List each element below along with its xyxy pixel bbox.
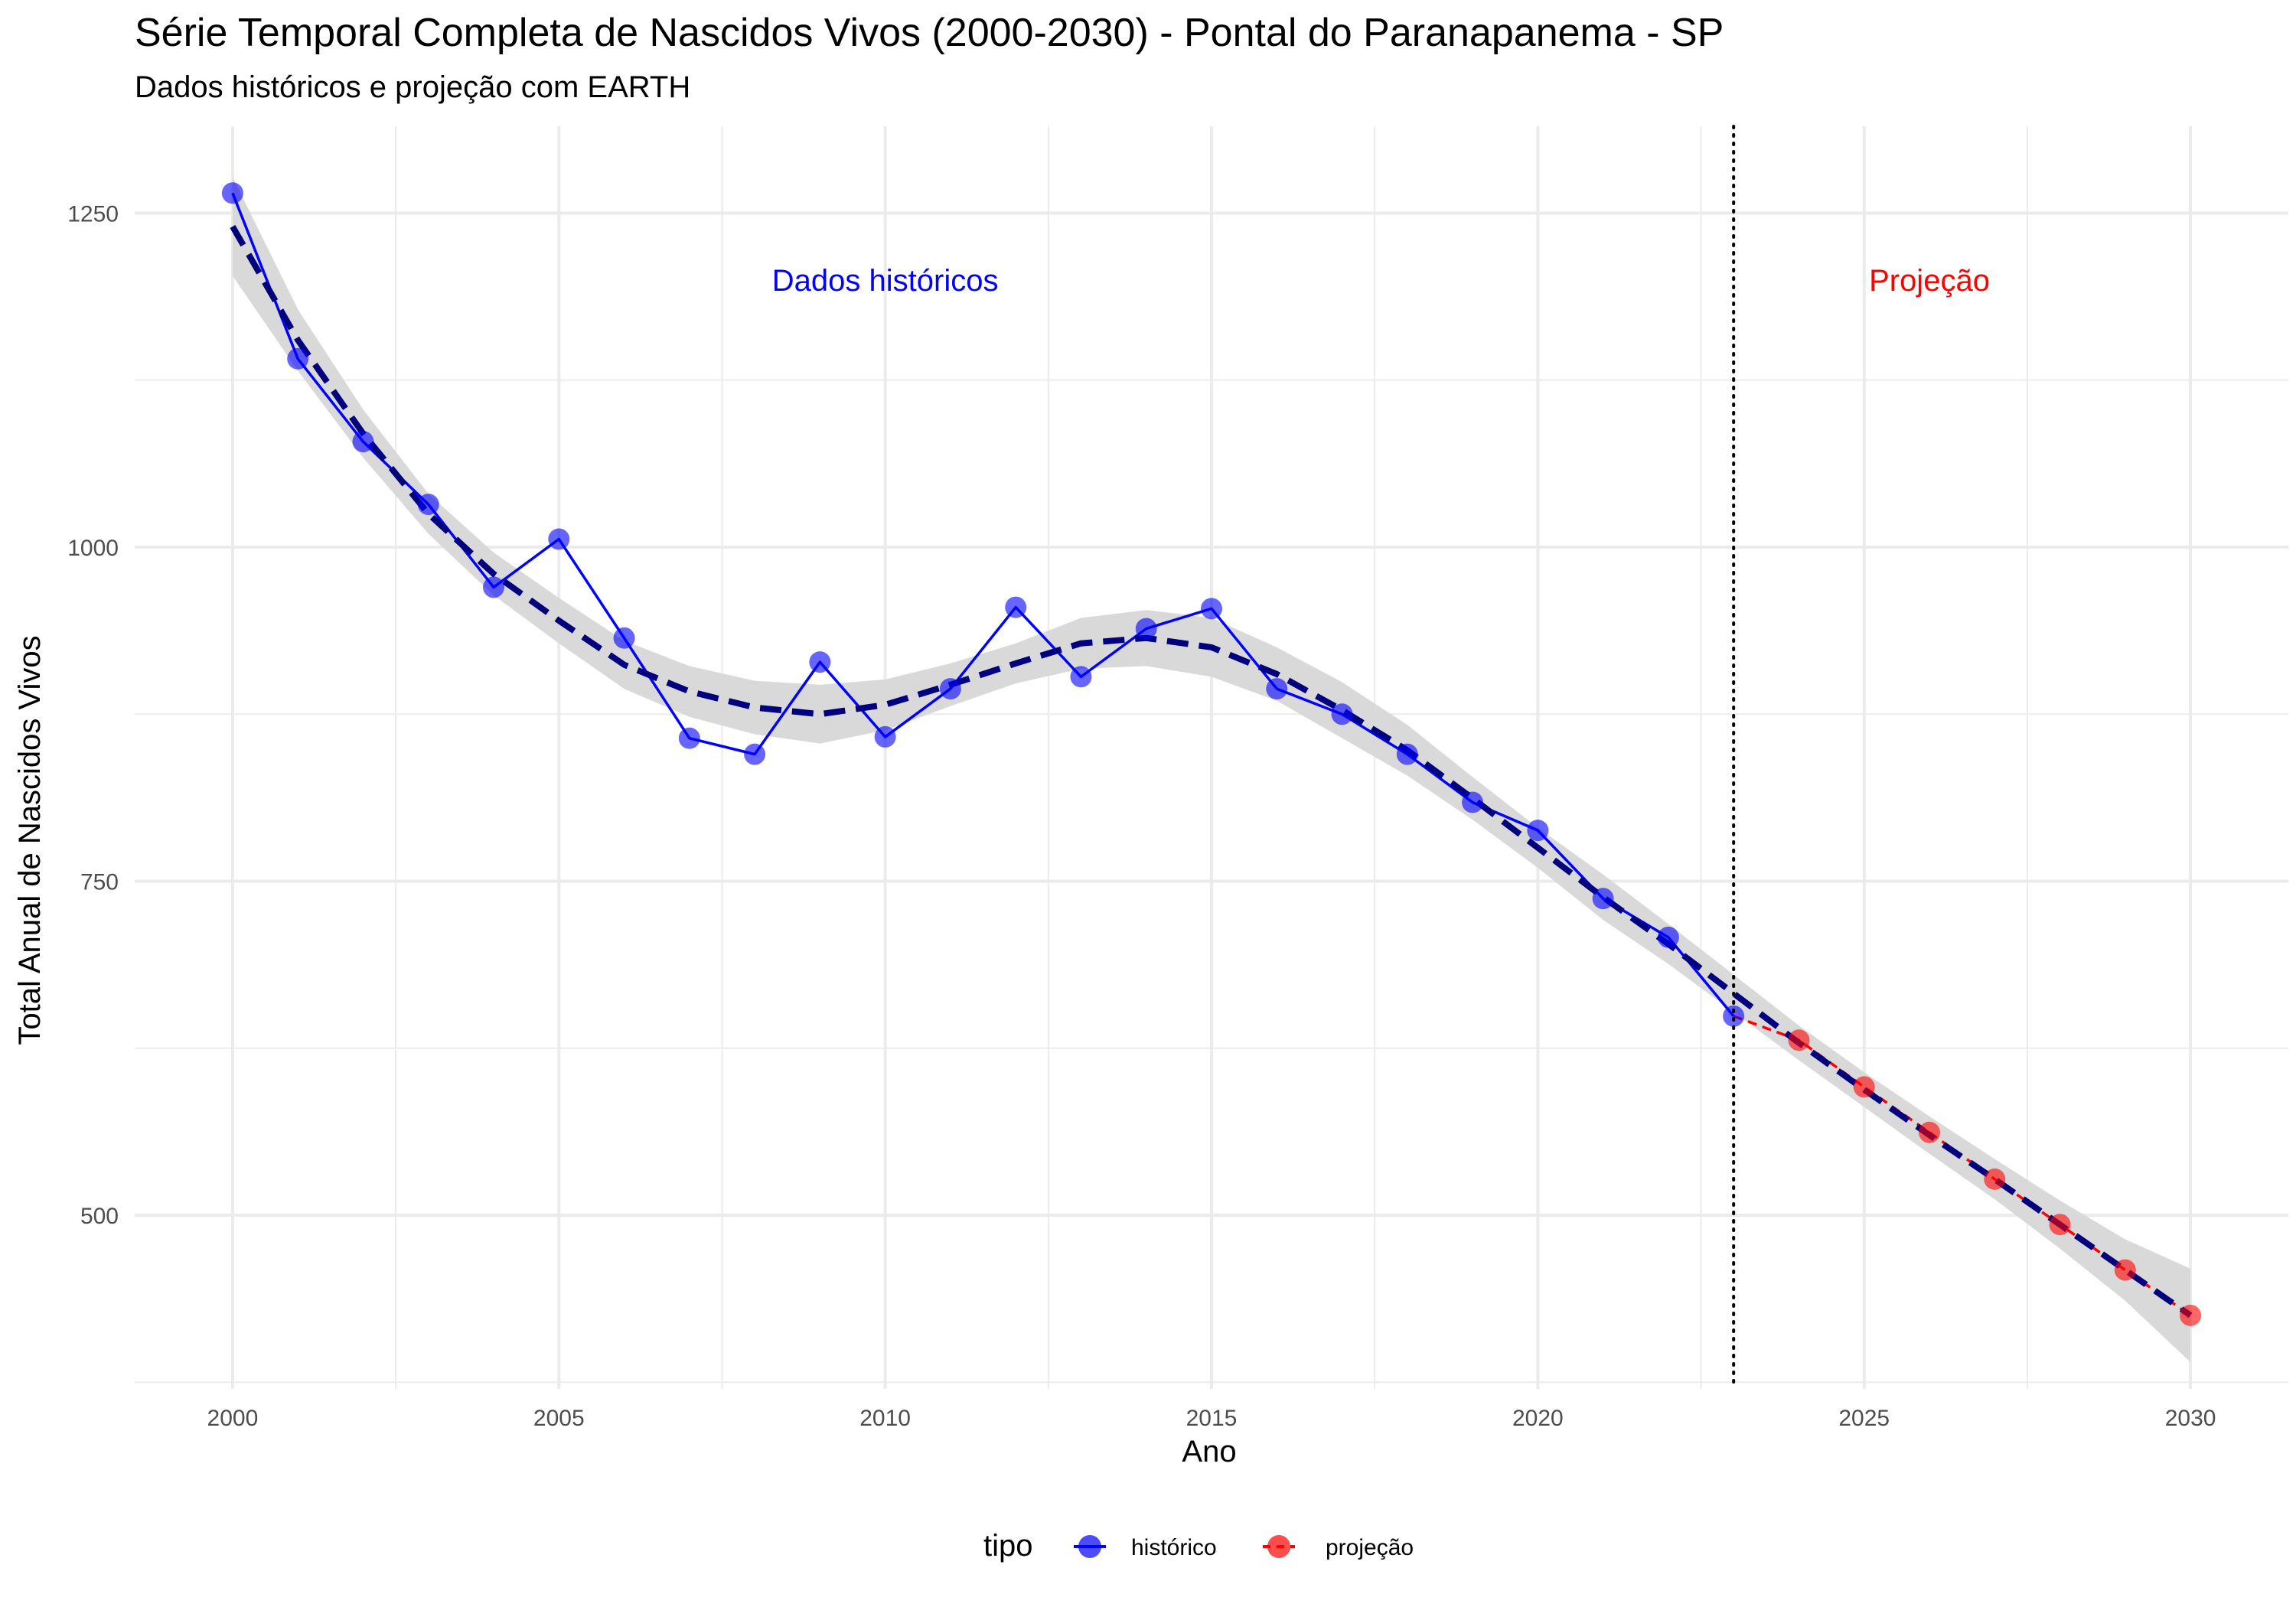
data-point-historico bbox=[809, 651, 831, 673]
data-point-projecao bbox=[2180, 1304, 2202, 1326]
annotation-historical: Dados históricos bbox=[772, 264, 999, 298]
data-point-historico bbox=[1723, 1005, 1745, 1027]
y-tick-label: 1000 bbox=[67, 536, 119, 561]
legend-key-point-projecao bbox=[1267, 1535, 1290, 1558]
data-point-historico bbox=[483, 576, 504, 598]
x-tick-label: 2025 bbox=[1838, 1406, 1890, 1431]
data-point-historico bbox=[1462, 791, 1484, 813]
legend: tipo histórico projeção bbox=[983, 1529, 1414, 1563]
series-line-projecao bbox=[1733, 1015, 2192, 1317]
data-point-historico bbox=[417, 494, 439, 516]
data-point-historico bbox=[1135, 618, 1157, 640]
data-point-historico bbox=[1005, 596, 1027, 618]
grid-major bbox=[135, 126, 2288, 1389]
y-axis-ticks: 500 750 1000 1250 bbox=[67, 201, 119, 1229]
x-axis-ticks: 2000 2005 2010 2015 2020 2025 2030 bbox=[207, 1406, 2216, 1431]
data-point-historico bbox=[1201, 598, 1222, 620]
legend-label-projecao: projeção bbox=[1326, 1535, 1414, 1560]
data-point-projecao bbox=[1984, 1168, 2006, 1190]
data-point-historico bbox=[613, 627, 635, 649]
chart-title: Série Temporal Completa de Nascidos Vivo… bbox=[135, 11, 1724, 55]
legend-item-historico: histórico bbox=[1074, 1535, 1217, 1560]
data-point-historico bbox=[939, 678, 961, 700]
x-tick-label: 2010 bbox=[859, 1406, 911, 1431]
data-point-historico bbox=[744, 743, 766, 765]
legend-key-point-historico bbox=[1078, 1535, 1101, 1558]
legend-item-projecao: projeção bbox=[1263, 1535, 1414, 1560]
x-tick-label: 2030 bbox=[2165, 1406, 2216, 1431]
annotation-projection: Projeção bbox=[1869, 264, 1990, 298]
x-tick-label: 2020 bbox=[1512, 1406, 1564, 1431]
x-tick-label: 2015 bbox=[1186, 1406, 1238, 1431]
data-point-historico bbox=[1331, 703, 1353, 725]
data-point-historico bbox=[1657, 926, 1679, 948]
data-point-historico bbox=[1070, 666, 1092, 688]
legend-title: tipo bbox=[983, 1529, 1033, 1563]
chart-subtitle: Dados históricos e projeção com EARTH bbox=[135, 70, 690, 104]
data-point-projecao bbox=[1919, 1121, 1940, 1143]
data-point-historico bbox=[548, 528, 570, 550]
data-point-historico bbox=[221, 182, 243, 204]
y-tick-label: 500 bbox=[80, 1204, 119, 1229]
data-point-historico bbox=[874, 725, 896, 748]
y-tick-label: 1250 bbox=[67, 201, 119, 227]
data-point-historico bbox=[1396, 743, 1418, 765]
data-point-historico bbox=[1266, 678, 1288, 700]
data-point-projecao bbox=[1853, 1076, 1875, 1098]
data-point-projecao bbox=[2049, 1214, 2071, 1236]
x-tick-label: 2005 bbox=[533, 1406, 585, 1431]
data-point-historico bbox=[352, 431, 374, 453]
y-axis-title: Total Anual de Nascidos Vivos bbox=[13, 635, 47, 1045]
x-tick-label: 2000 bbox=[207, 1406, 259, 1431]
legend-label-historico: histórico bbox=[1131, 1535, 1217, 1560]
plot-panel bbox=[135, 125, 2288, 1390]
x-axis-title: Ano bbox=[1182, 1435, 1236, 1468]
data-point-projecao bbox=[2114, 1259, 2136, 1281]
points bbox=[221, 182, 2202, 1326]
y-tick-label: 750 bbox=[80, 870, 119, 895]
data-point-projecao bbox=[1788, 1029, 1810, 1051]
data-point-historico bbox=[1592, 888, 1614, 910]
data-point-historico bbox=[287, 347, 309, 370]
data-point-historico bbox=[1527, 820, 1549, 842]
data-point-historico bbox=[678, 727, 700, 749]
